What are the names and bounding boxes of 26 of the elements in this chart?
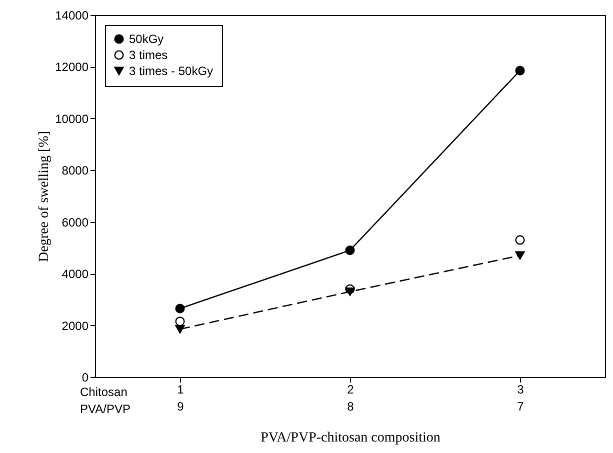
y-tick-label: 10000 bbox=[55, 112, 89, 126]
x-axis-title: PVA/PVP-chitosan composition bbox=[260, 430, 440, 446]
point bbox=[515, 66, 525, 76]
legend-label: 50kGy bbox=[129, 32, 164, 46]
point bbox=[175, 304, 185, 314]
point bbox=[345, 287, 355, 296]
y-tick-label: 4000 bbox=[62, 267, 89, 282]
point bbox=[175, 316, 185, 326]
text: Chitosan bbox=[80, 385, 128, 399]
y-tick-label: 6000 bbox=[62, 215, 89, 230]
legend-label: 3 times bbox=[129, 48, 168, 62]
x-tick-label: 3 7 bbox=[517, 382, 524, 414]
point bbox=[175, 324, 185, 334]
y-tick-label: 0 bbox=[82, 370, 89, 384]
y-tick-label: 2000 bbox=[62, 318, 89, 333]
y-tick-label: 14000 bbox=[55, 8, 89, 22]
x-tick-label: 1 9 bbox=[177, 382, 184, 414]
y-tick-label: 12000 bbox=[55, 60, 89, 74]
text: PVA/PVP bbox=[80, 402, 130, 416]
y-tick-label: 8000 bbox=[62, 164, 89, 178]
legend-label: 3 times - 50kGy bbox=[129, 64, 214, 78]
point bbox=[345, 246, 355, 256]
x-tick-label: 2 8 bbox=[347, 382, 354, 414]
y-axis-title: Degree of swelling [%] bbox=[37, 130, 52, 262]
point bbox=[515, 235, 525, 245]
point bbox=[515, 251, 525, 260]
